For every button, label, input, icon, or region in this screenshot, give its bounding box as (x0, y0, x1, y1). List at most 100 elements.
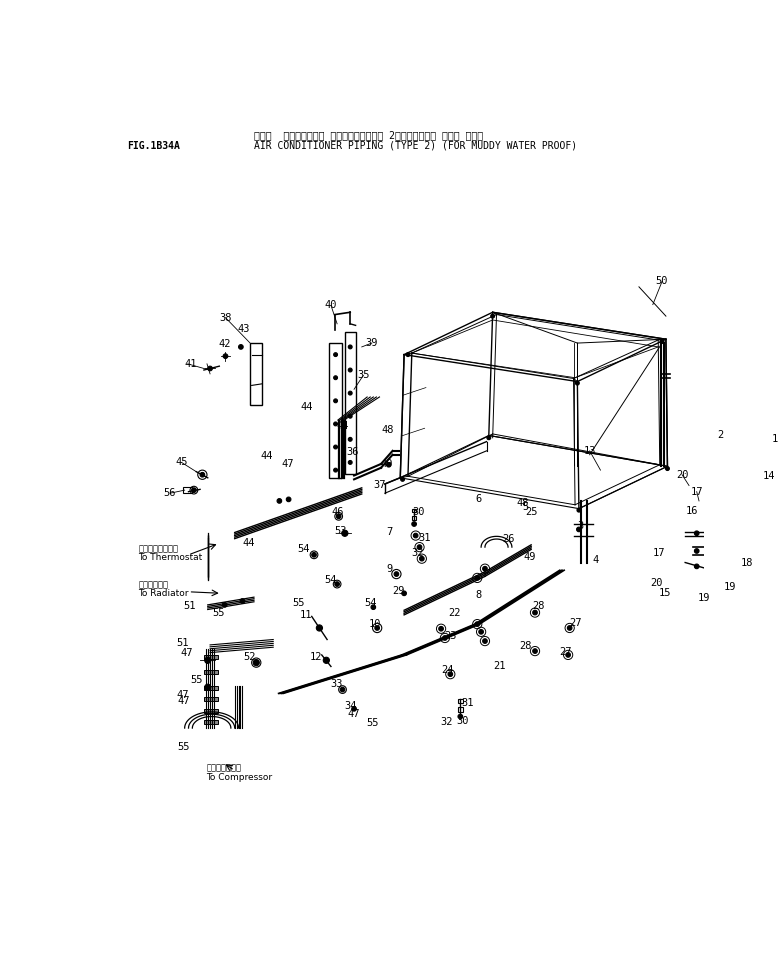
Text: 44: 44 (300, 402, 313, 412)
Text: 15: 15 (659, 588, 671, 598)
Circle shape (205, 684, 211, 691)
Text: 30: 30 (456, 716, 469, 726)
Circle shape (406, 353, 410, 356)
Circle shape (240, 599, 245, 604)
Circle shape (729, 582, 734, 586)
Text: 20: 20 (676, 469, 688, 480)
Circle shape (335, 582, 339, 586)
Circle shape (342, 530, 348, 536)
Text: 42: 42 (219, 339, 231, 349)
Text: 24: 24 (441, 666, 453, 675)
Circle shape (387, 463, 391, 467)
Circle shape (577, 508, 581, 512)
Text: 6: 6 (475, 495, 481, 504)
Circle shape (348, 391, 352, 395)
Text: 43: 43 (238, 325, 250, 334)
Circle shape (487, 436, 491, 440)
Circle shape (475, 622, 480, 626)
Circle shape (323, 657, 329, 664)
Bar (728, 424, 739, 562)
Circle shape (731, 483, 735, 488)
Text: 55: 55 (190, 675, 202, 685)
Text: 29: 29 (393, 586, 405, 596)
Text: 1: 1 (772, 435, 779, 444)
Text: 11: 11 (299, 610, 312, 620)
Text: 55: 55 (366, 719, 379, 728)
Text: 21: 21 (493, 661, 506, 670)
Text: 34: 34 (345, 700, 358, 711)
Bar (204, 721, 218, 724)
Text: 52: 52 (243, 652, 256, 663)
Circle shape (200, 472, 205, 477)
Text: 44: 44 (242, 537, 255, 548)
Text: 4: 4 (592, 555, 598, 565)
Circle shape (223, 354, 228, 358)
Circle shape (695, 564, 699, 569)
Text: 40: 40 (325, 300, 337, 310)
Text: 55: 55 (178, 742, 191, 753)
Circle shape (695, 531, 699, 535)
Text: 31: 31 (419, 533, 431, 543)
Text: 31: 31 (461, 697, 474, 708)
Circle shape (334, 376, 337, 380)
Text: 7: 7 (387, 527, 393, 537)
Text: 33: 33 (330, 679, 343, 689)
Circle shape (491, 314, 495, 318)
Text: 56: 56 (164, 488, 176, 498)
Text: 26: 26 (502, 533, 514, 544)
Text: 14: 14 (763, 470, 775, 480)
Text: ラジエータへ: ラジエータへ (139, 581, 169, 589)
Circle shape (575, 382, 579, 385)
Circle shape (334, 399, 337, 403)
Text: エアー  コンディショナ パイピング（タイプ 2）（トロミスツ ボウシ ヨウ）: エアー コンディショナ パイピング（タイプ 2）（トロミスツ ボウシ ヨウ） (254, 129, 483, 140)
Text: 13: 13 (583, 446, 596, 456)
Circle shape (348, 461, 352, 465)
Circle shape (731, 529, 735, 534)
Text: To Radiator: To Radiator (139, 589, 189, 598)
Bar (204, 686, 218, 690)
Circle shape (401, 591, 406, 596)
Bar (204, 670, 218, 674)
Circle shape (731, 553, 735, 557)
Text: 23: 23 (444, 632, 456, 641)
Text: 44: 44 (260, 451, 273, 461)
Circle shape (334, 353, 337, 356)
Text: 48: 48 (382, 425, 394, 435)
Text: 30: 30 (412, 507, 425, 517)
Text: 16: 16 (686, 506, 699, 516)
Circle shape (532, 649, 537, 653)
Text: 37: 37 (373, 480, 386, 490)
Circle shape (336, 514, 341, 519)
Circle shape (205, 657, 211, 664)
Circle shape (448, 672, 452, 676)
Text: 35: 35 (357, 370, 369, 381)
Circle shape (413, 533, 418, 538)
Circle shape (479, 630, 484, 634)
Text: 54: 54 (325, 575, 337, 585)
Circle shape (401, 477, 405, 481)
Circle shape (566, 653, 571, 657)
Circle shape (352, 706, 357, 711)
Text: 45: 45 (176, 458, 188, 468)
Bar (329, 343, 342, 478)
Circle shape (731, 437, 735, 441)
Circle shape (695, 549, 699, 554)
Text: 3: 3 (577, 522, 583, 531)
Circle shape (348, 438, 352, 441)
Circle shape (666, 467, 670, 470)
Text: AIR CONDITIONER PIPING (TYPE 2) (FOR MUDDY WATER PROOF): AIR CONDITIONER PIPING (TYPE 2) (FOR MUD… (254, 141, 577, 151)
Bar (749, 424, 755, 463)
Text: To Compressor: To Compressor (206, 773, 272, 781)
Text: 18: 18 (741, 557, 753, 567)
Text: 50: 50 (655, 276, 668, 287)
Circle shape (312, 553, 316, 557)
Text: FIG.1B34A: FIG.1B34A (127, 141, 180, 151)
Circle shape (720, 435, 724, 440)
Bar (458, 707, 463, 712)
Circle shape (208, 366, 212, 371)
Text: 10: 10 (368, 619, 381, 629)
Circle shape (334, 445, 337, 449)
Circle shape (419, 556, 424, 561)
Circle shape (439, 626, 444, 631)
Text: 27: 27 (559, 647, 572, 657)
